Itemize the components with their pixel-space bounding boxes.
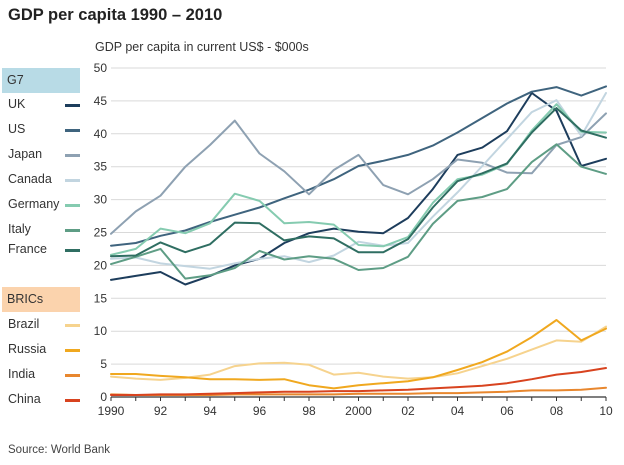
y-tick-label: 30	[94, 193, 108, 207]
legend-item-france: France	[8, 241, 84, 257]
x-tick-label: 08	[550, 404, 564, 418]
legend-swatch	[65, 104, 80, 107]
y-tick-label: 25	[94, 226, 108, 240]
legend-label: US	[8, 122, 26, 136]
legend-label: India	[8, 367, 36, 381]
x-tick-label: 92	[154, 404, 168, 418]
legend-label: UK	[8, 97, 26, 111]
y-tick-label: 50	[94, 61, 108, 75]
y-tick-label: 0	[100, 390, 107, 404]
legend-swatch	[65, 229, 80, 232]
y-tick-label: 35	[94, 160, 108, 174]
legend-group-g7-title: G7	[2, 68, 80, 93]
series-line-china	[110, 367, 607, 396]
legend-item-india: India	[8, 366, 84, 382]
legend-item-us: US	[8, 121, 84, 137]
y-tick-label: 45	[94, 94, 108, 108]
legend-item-china: China	[8, 391, 84, 407]
y-tick-label: 5	[100, 357, 107, 371]
y-tick-label: 20	[94, 258, 108, 272]
y-tick-label: 15	[94, 291, 108, 305]
legend-swatch	[65, 154, 80, 157]
series-line-us	[110, 85, 607, 247]
axes: 0 5 10 15 20 25 30 35 40 45 50 1990 92 94 96 98 2000 02 04…	[94, 61, 613, 418]
legend-swatch	[65, 129, 80, 132]
legend-label: Japan	[8, 147, 43, 161]
legend-label: France	[8, 242, 47, 256]
source-note: Source: World Bank	[8, 444, 111, 456]
series-line-japan	[110, 112, 607, 235]
legend-label: China	[8, 392, 41, 406]
legend-group-brics-title: BRICs	[2, 287, 80, 312]
legend-label: Russia	[8, 342, 47, 356]
legend-label: Brazil	[8, 317, 40, 331]
chart-title: GDP per capita 1990 – 2010	[8, 6, 223, 24]
legend-label: Germany	[8, 197, 60, 211]
legend-label: Italy	[8, 222, 31, 236]
legend-item-russia: Russia	[8, 341, 84, 357]
x-tick-label: 02	[401, 404, 415, 418]
series-line-brazil	[110, 325, 607, 381]
x-tick-label: 06	[500, 404, 514, 418]
legend-item-brazil: Brazil	[8, 316, 84, 332]
x-tick-label: 96	[253, 404, 267, 418]
legend-item-japan: Japan	[8, 146, 84, 162]
legend-swatch	[65, 324, 80, 327]
legend-item-uk: UK	[8, 96, 84, 112]
series-line-russia	[110, 319, 607, 390]
x-tick-label: 10	[599, 404, 613, 418]
x-tick-label: 94	[203, 404, 217, 418]
legend-swatch	[65, 349, 80, 352]
series-lines	[110, 85, 607, 396]
series-line-italy	[110, 143, 607, 280]
legend-item-germany: Germany	[8, 196, 84, 212]
legend-swatch	[65, 179, 80, 182]
series-line-france	[110, 107, 607, 258]
x-tick-label: 98	[302, 404, 316, 418]
legend-swatch	[65, 204, 80, 207]
y-axis-label: GDP per capita in current US$ - $000s	[95, 40, 309, 54]
legend-item-canada: Canada	[8, 171, 84, 187]
legend-swatch	[65, 249, 80, 252]
series-line-uk	[110, 92, 607, 286]
x-tick-label: 1990	[98, 404, 125, 418]
x-tick-label: 04	[451, 404, 465, 418]
y-tick-label: 40	[94, 127, 108, 141]
y-tick-label: 10	[94, 324, 108, 338]
x-tick-label: 2000	[345, 404, 372, 418]
legend-swatch	[65, 399, 80, 402]
legend-label: Canada	[8, 172, 52, 186]
legend-swatch	[65, 374, 80, 377]
series-line-canada	[110, 92, 607, 270]
legend-item-italy: Italy	[8, 221, 84, 237]
